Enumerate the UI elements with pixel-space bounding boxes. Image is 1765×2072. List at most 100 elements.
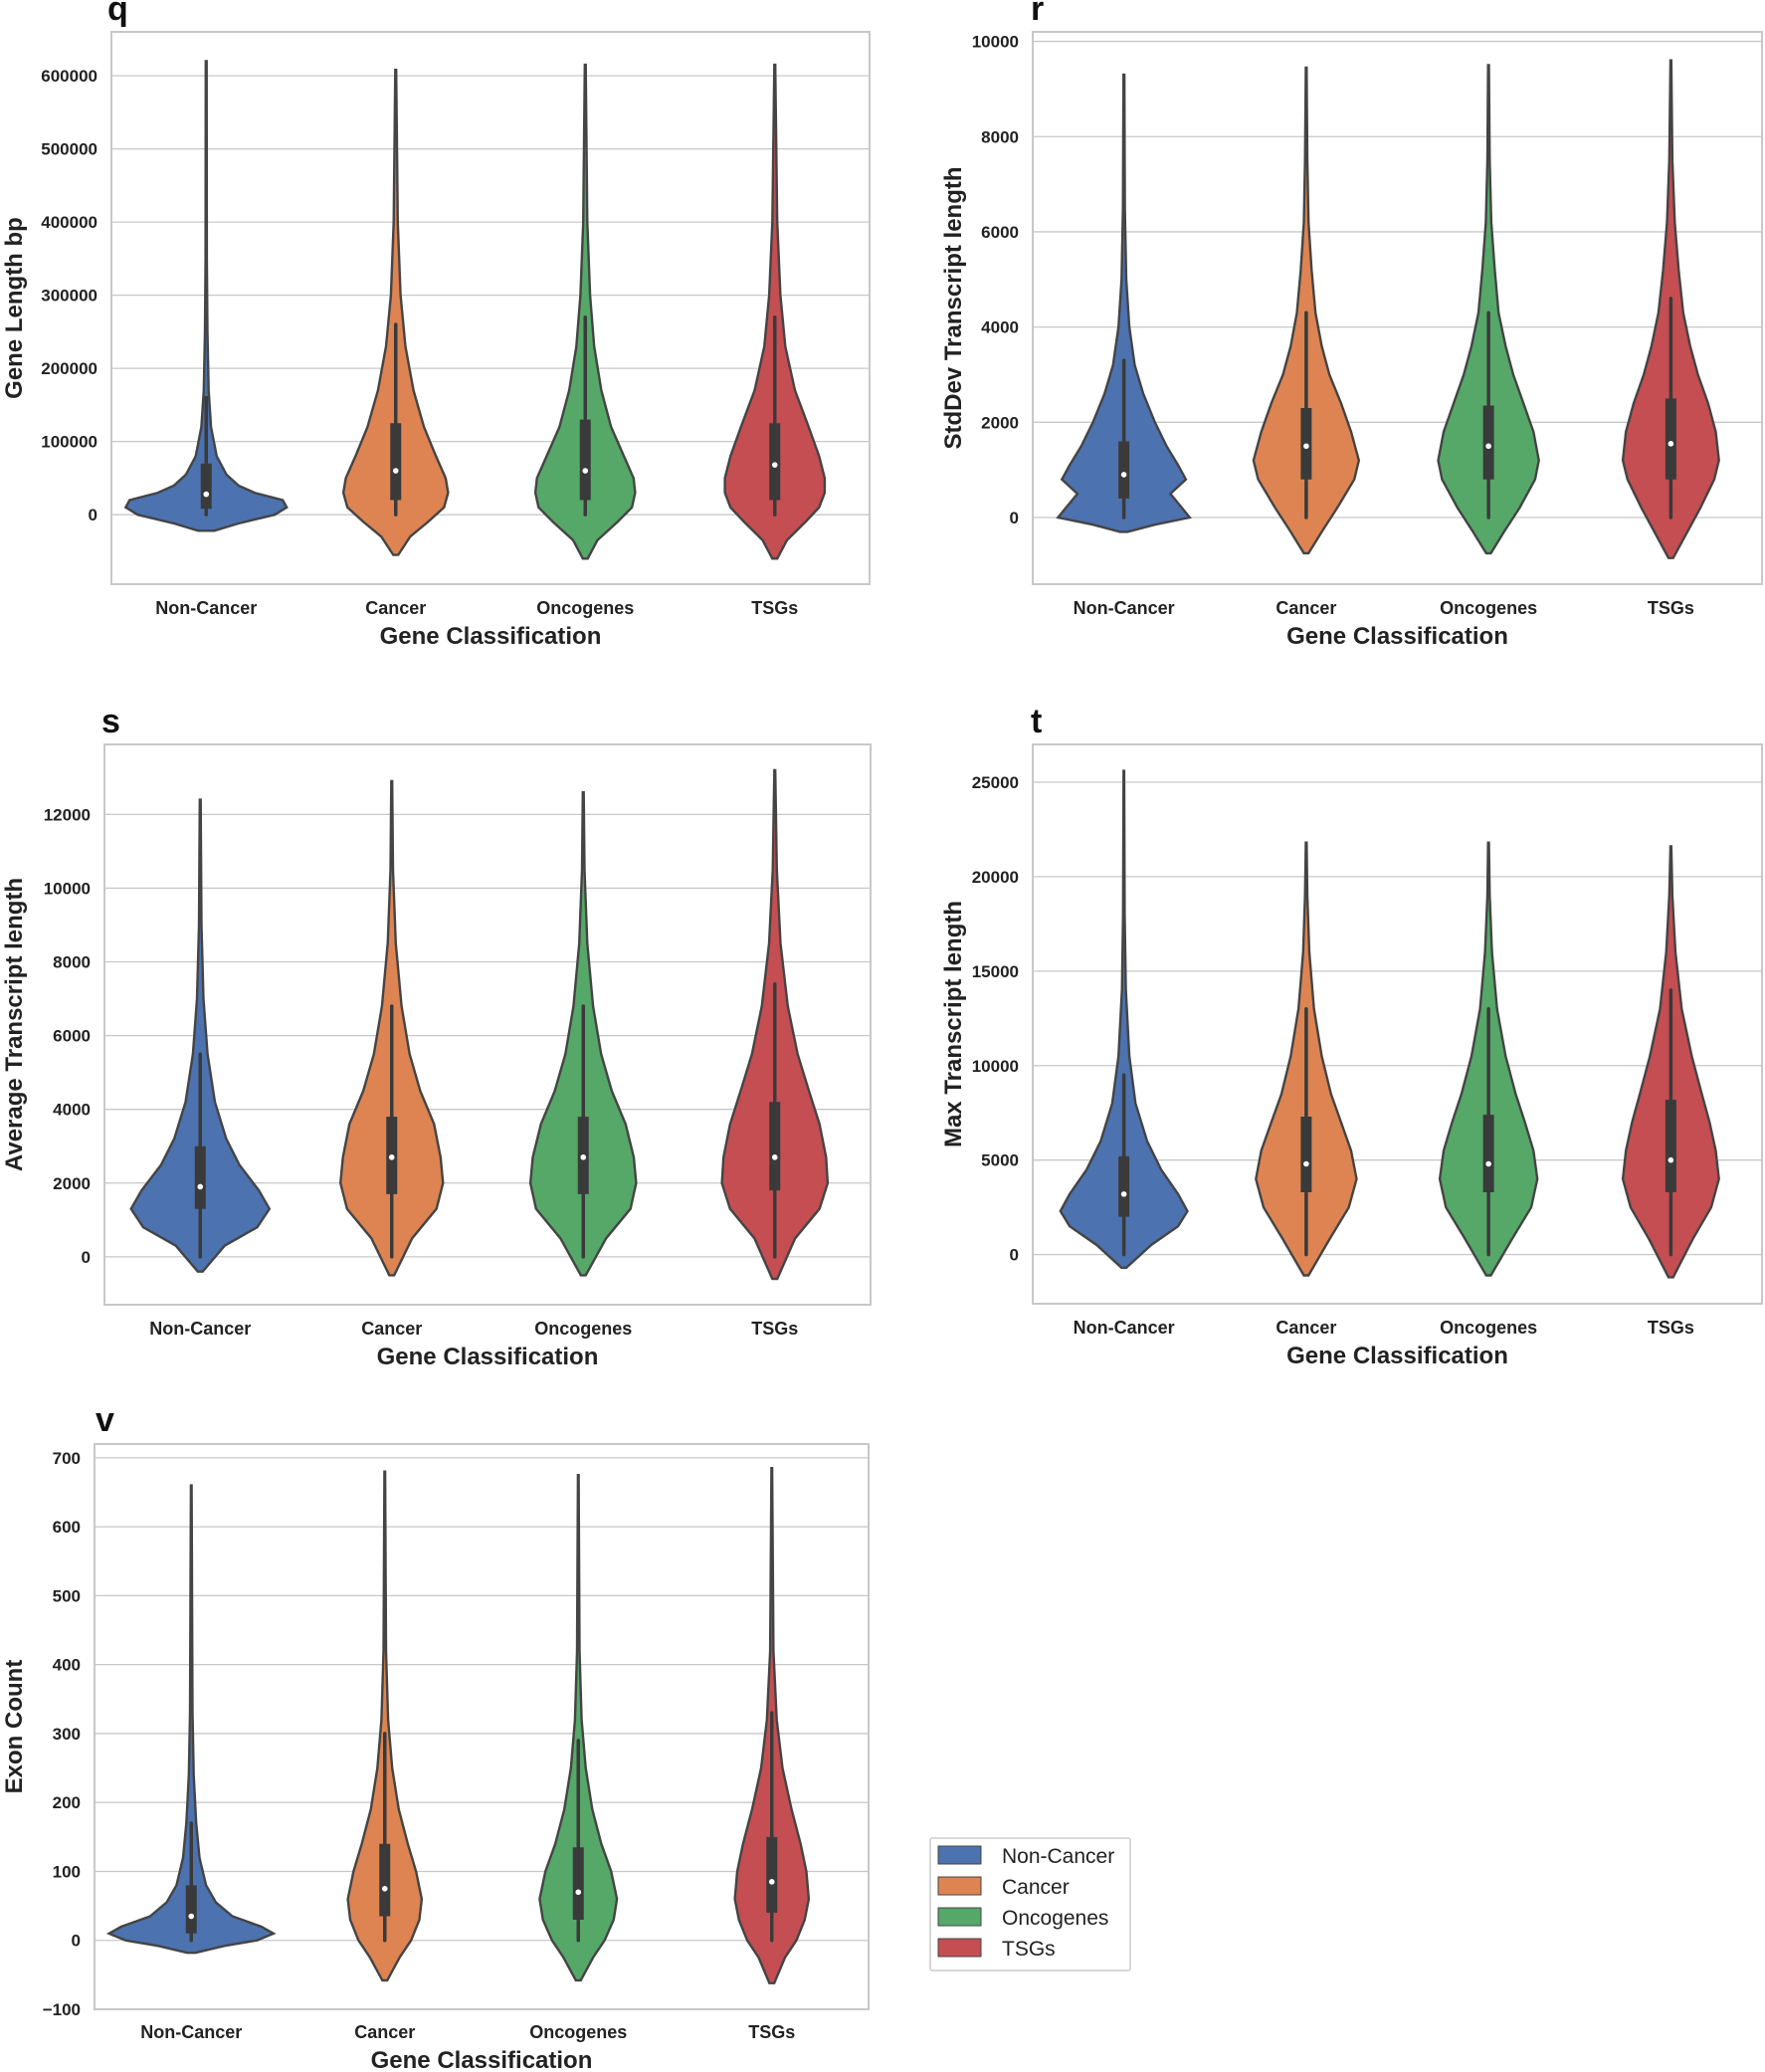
violin-tsgs: [733, 1467, 811, 1984]
x-axis-label: Gene Classification: [1286, 623, 1508, 650]
y-tick-label: 2000: [53, 1174, 91, 1193]
panel-t: 0 5000 10000 15000 20000 25000 Non-Cancer Cance…: [940, 703, 1763, 1369]
violin-oncogenes: [528, 791, 638, 1277]
violin-oncogenes: [533, 63, 637, 560]
violin-body-oncogenes: [533, 63, 637, 560]
violin-cancer: [338, 779, 445, 1277]
y-axis-label: Exon Count: [1, 1660, 28, 1794]
y-tick-label: 0: [72, 1932, 81, 1951]
panel-q: 0 100000 200000 300000 400000 500000 600000 Non…: [1, 0, 871, 650]
y-tick-label: 0: [1010, 1246, 1019, 1265]
y-axis-label: StdDev Transcript length: [940, 166, 967, 449]
y-tick-label: 6000: [981, 223, 1019, 242]
violin-body-cancer: [341, 69, 450, 556]
violin-median-cancer: [388, 1154, 395, 1160]
x-tick-label-non-cancer: Non-Cancer: [140, 2022, 242, 2042]
x-tick-label-tsgs: TSGs: [1648, 598, 1694, 618]
violin-median-non-cancer: [188, 1913, 195, 1920]
y-tick-label: 10000: [972, 33, 1019, 52]
x-axis-label: Gene Classification: [377, 1344, 599, 1370]
plot-frame: [1032, 743, 1763, 1305]
x-tick-label-non-cancer: Non-Cancer: [155, 598, 257, 618]
plot-frame: [110, 31, 871, 585]
y-tick-label: 100000: [41, 433, 98, 452]
x-tick-label-cancer: Cancer: [361, 1319, 422, 1339]
x-axis-label: Gene Classification: [371, 2047, 593, 2072]
legend-label-tsgs: TSGs: [1002, 1938, 1056, 1961]
violin-median-oncogenes: [580, 1154, 587, 1160]
y-tick-label: 8000: [53, 953, 91, 972]
y-tick-label: 300: [53, 1725, 81, 1744]
x-tick-label-cancer: Cancer: [1275, 598, 1336, 618]
violin-body-non-cancer: [1056, 73, 1192, 533]
x-tick-label-non-cancer: Non-Cancer: [149, 1319, 251, 1339]
violin-median-tsgs: [771, 462, 778, 468]
violin-body-oncogenes: [538, 1474, 619, 1982]
legend-swatch-oncogenes: [937, 1907, 982, 1927]
y-tick-label: 600: [53, 1518, 81, 1537]
x-tick-label-tsgs: TSGs: [1648, 1318, 1694, 1338]
violin-median-cancer: [381, 1885, 388, 1892]
violin-body-cancer: [1252, 66, 1361, 555]
panel-label: v: [96, 1401, 114, 1439]
x-tick-label-oncogenes: Oncogenes: [1440, 598, 1537, 618]
y-axis-label: Average Transcript length: [1, 878, 28, 1171]
y-tick-label: 200000: [41, 359, 98, 378]
violin-cancer: [1252, 66, 1361, 555]
y-tick-label: 10000: [972, 1057, 1019, 1076]
y-tick-label: 6000: [53, 1027, 91, 1046]
x-axis-label: Gene Classification: [380, 623, 602, 650]
plot-frame: [1032, 31, 1763, 585]
legend-label-non-cancer: Non-Cancer: [1002, 1845, 1114, 1868]
violin-cancer: [1255, 841, 1358, 1277]
y-tick-label: 2000: [981, 413, 1019, 432]
violin-median-non-cancer: [1120, 472, 1127, 478]
violin-median-non-cancer: [203, 491, 210, 498]
violin-median-oncogenes: [1485, 1160, 1491, 1167]
panel-s: 0 2000 4000 6000 8000 10000 12000 Non-Cancer Can…: [1, 703, 872, 1370]
violin-body-cancer: [346, 1470, 424, 1982]
y-tick-label: 600000: [41, 67, 98, 86]
violin-median-tsgs: [771, 1154, 778, 1160]
y-tick-label: 700: [53, 1449, 81, 1468]
y-tick-label: 15000: [972, 962, 1019, 981]
violin-median-tsgs: [1667, 441, 1674, 447]
x-tick-label-cancer: Cancer: [1275, 1318, 1336, 1338]
y-tick-label: 4000: [53, 1101, 91, 1120]
x-tick-label-tsgs: TSGs: [751, 1319, 798, 1339]
legend-label-cancer: Cancer: [1002, 1876, 1070, 1899]
legend-swatch-tsgs: [937, 1938, 982, 1958]
violin-body-tsgs: [723, 63, 827, 560]
x-tick-label-tsgs: TSGs: [748, 2022, 795, 2042]
violin-body-non-cancer: [123, 60, 289, 532]
violin-non-cancer: [105, 1484, 277, 1955]
violin-median-oncogenes: [575, 1889, 582, 1896]
y-tick-label: 0: [89, 506, 98, 524]
plot-frame: [94, 1443, 870, 2010]
x-tick-label-cancer: Cancer: [365, 598, 426, 618]
y-tick-label: 100: [53, 1862, 81, 1881]
violin-tsgs: [1621, 59, 1720, 559]
y-tick-label: 400000: [41, 213, 98, 232]
y-tick-label: 4000: [981, 318, 1019, 337]
violin-body-non-cancer: [1059, 769, 1189, 1270]
plot-frame: [103, 743, 872, 1306]
violin-median-cancer: [1303, 443, 1309, 450]
violin-median-cancer: [1303, 1160, 1309, 1167]
violin-oncogenes: [538, 1474, 619, 1982]
x-tick-label-oncogenes: Oncogenes: [529, 2022, 627, 2042]
violin-body-oncogenes: [1437, 64, 1540, 555]
x-tick-label-oncogenes: Oncogenes: [534, 1319, 632, 1339]
y-tick-label: 10000: [44, 879, 91, 898]
y-axis-label: Gene Length bp: [1, 217, 28, 399]
legend-label-oncogenes: Oncogenes: [1002, 1907, 1108, 1930]
legend: Non-Cancer Cancer Oncogenes TSGs: [929, 1837, 1131, 1971]
violin-tsgs: [720, 768, 830, 1281]
y-tick-label: 0: [1010, 509, 1019, 527]
y-tick-label: 300000: [41, 287, 98, 306]
panel-r: 0 2000 4000 6000 8000 10000 Non-Cancer Cancer On…: [940, 0, 1763, 650]
violin-median-oncogenes: [1485, 443, 1491, 450]
violin-oncogenes: [1438, 841, 1539, 1277]
y-tick-label: 0: [82, 1248, 91, 1267]
